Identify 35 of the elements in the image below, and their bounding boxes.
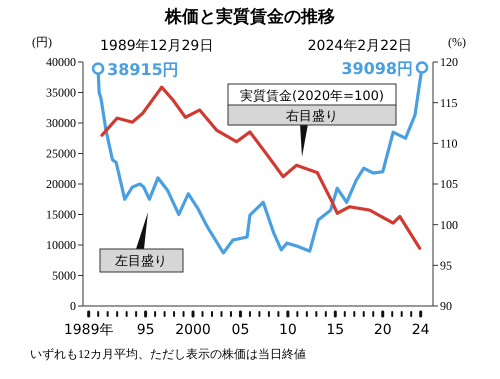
- line-series: [100, 86, 422, 250]
- y-tick-label: 35000: [46, 86, 76, 100]
- annotation: 39098円: [341, 58, 413, 78]
- y2-tick-label: 100: [440, 218, 458, 232]
- x-tick-label: 05: [232, 322, 250, 338]
- x-tick-label: 24: [412, 322, 430, 338]
- x-tick-label: 95: [136, 322, 155, 338]
- y-tick-label: 20000: [46, 177, 76, 192]
- chart-title: 株価と実質賃金の推移: [164, 7, 335, 27]
- x-tick-label: 20: [374, 322, 392, 338]
- annotation: 右目盛り: [286, 108, 338, 123]
- annotation: 38915円: [107, 60, 179, 80]
- y-tick-label: 30000: [46, 116, 76, 130]
- y2-tick-label: 90: [440, 299, 452, 314]
- y2-tick-label: 95: [440, 258, 452, 273]
- y-tick-label: 15000: [46, 208, 76, 222]
- y-tick-label: 0: [70, 299, 76, 314]
- y2-tick-label: 110: [440, 136, 458, 151]
- y2-tick-label: 105: [440, 177, 458, 192]
- y2-tick-label: 120: [440, 55, 458, 70]
- text: 2024年2月22日: [308, 38, 412, 54]
- x-tick-label: 2000: [175, 322, 211, 338]
- x-tick-label: 15: [326, 322, 344, 338]
- y-tick-label: 5000: [52, 268, 76, 283]
- x-tick-label: 1989年: [64, 322, 114, 338]
- y-axis-title: (円): [32, 35, 52, 49]
- y-tick-label: 40000: [46, 55, 76, 70]
- x-tick-label: 10: [278, 322, 297, 338]
- y2-axis-title: (%): [448, 35, 466, 49]
- annotation: 左目盛り: [115, 253, 167, 268]
- y-tick-label: 25000: [46, 146, 76, 161]
- text: 1989年12月29日: [100, 38, 214, 54]
- y-tick-label: 10000: [46, 238, 76, 252]
- y2-tick-label: 115: [440, 96, 458, 110]
- text: いずれも12カ月平均、ただし表示の株価は当日終値: [30, 347, 306, 361]
